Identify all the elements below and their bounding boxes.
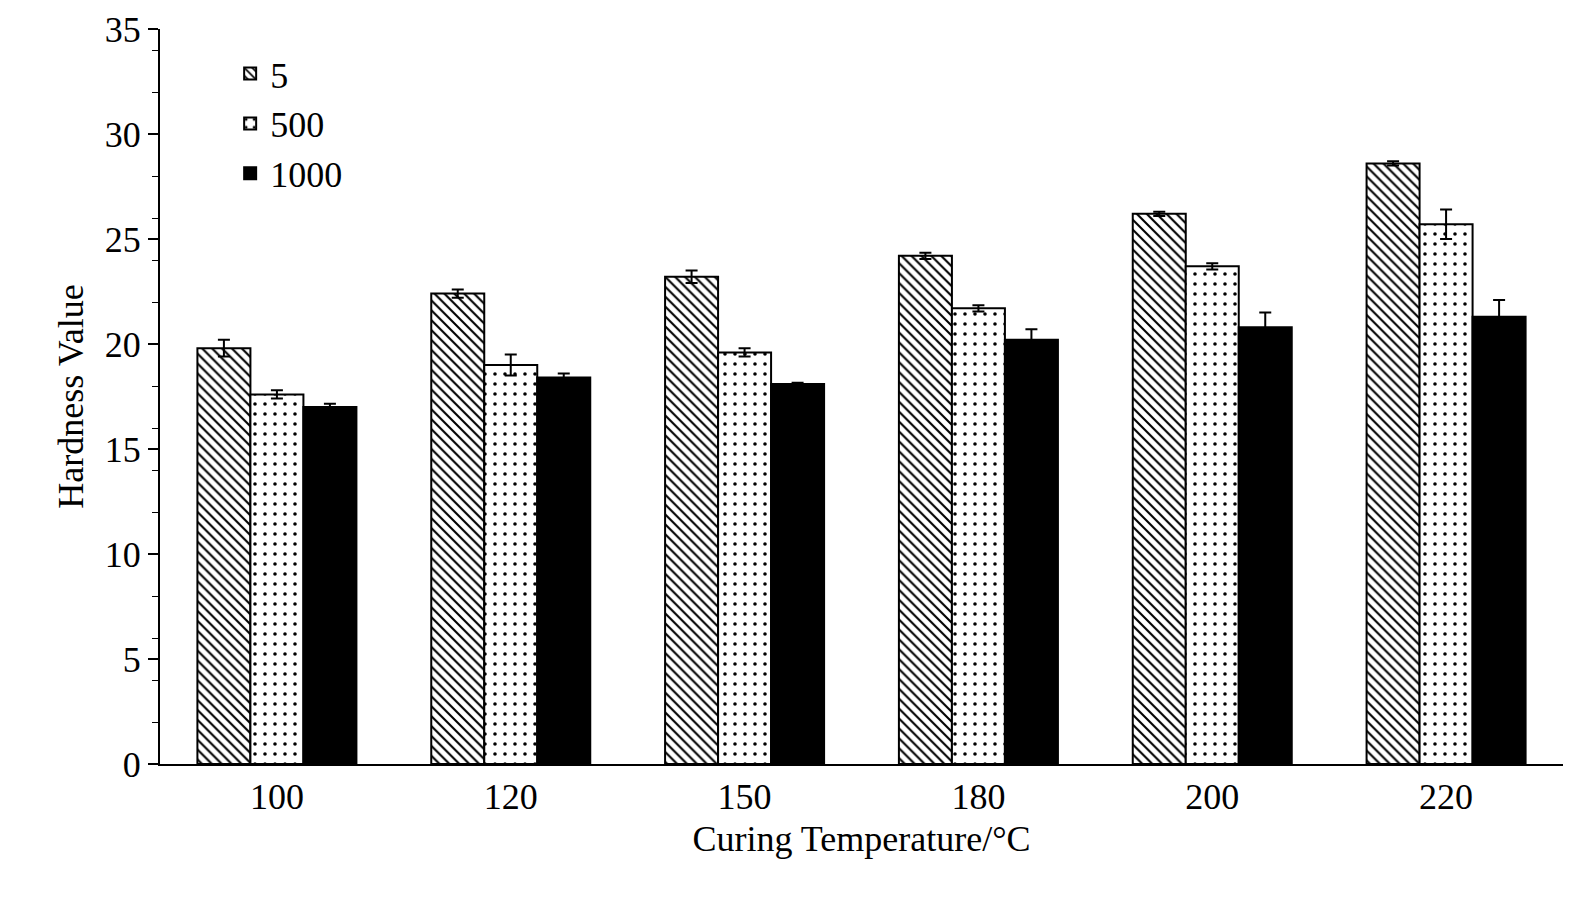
svg-text:30: 30 <box>105 115 141 155</box>
svg-text:180: 180 <box>951 777 1005 817</box>
svg-text:200: 200 <box>1185 777 1239 817</box>
svg-text:5: 5 <box>270 56 288 96</box>
svg-text:Hardness Value: Hardness Value <box>51 284 91 508</box>
svg-text:15: 15 <box>105 430 141 470</box>
svg-text:100: 100 <box>250 777 304 817</box>
svg-text:220: 220 <box>1419 777 1473 817</box>
svg-text:500: 500 <box>270 105 324 145</box>
svg-text:0: 0 <box>123 745 141 785</box>
svg-text:25: 25 <box>105 220 141 260</box>
svg-text:10: 10 <box>105 535 141 575</box>
svg-text:Curing Temperature/°C: Curing Temperature/°C <box>692 819 1030 859</box>
svg-text:20: 20 <box>105 325 141 365</box>
svg-text:120: 120 <box>484 777 538 817</box>
svg-text:5: 5 <box>123 640 141 680</box>
svg-text:1000: 1000 <box>270 155 342 195</box>
svg-text:150: 150 <box>718 777 772 817</box>
svg-text:35: 35 <box>105 10 141 50</box>
